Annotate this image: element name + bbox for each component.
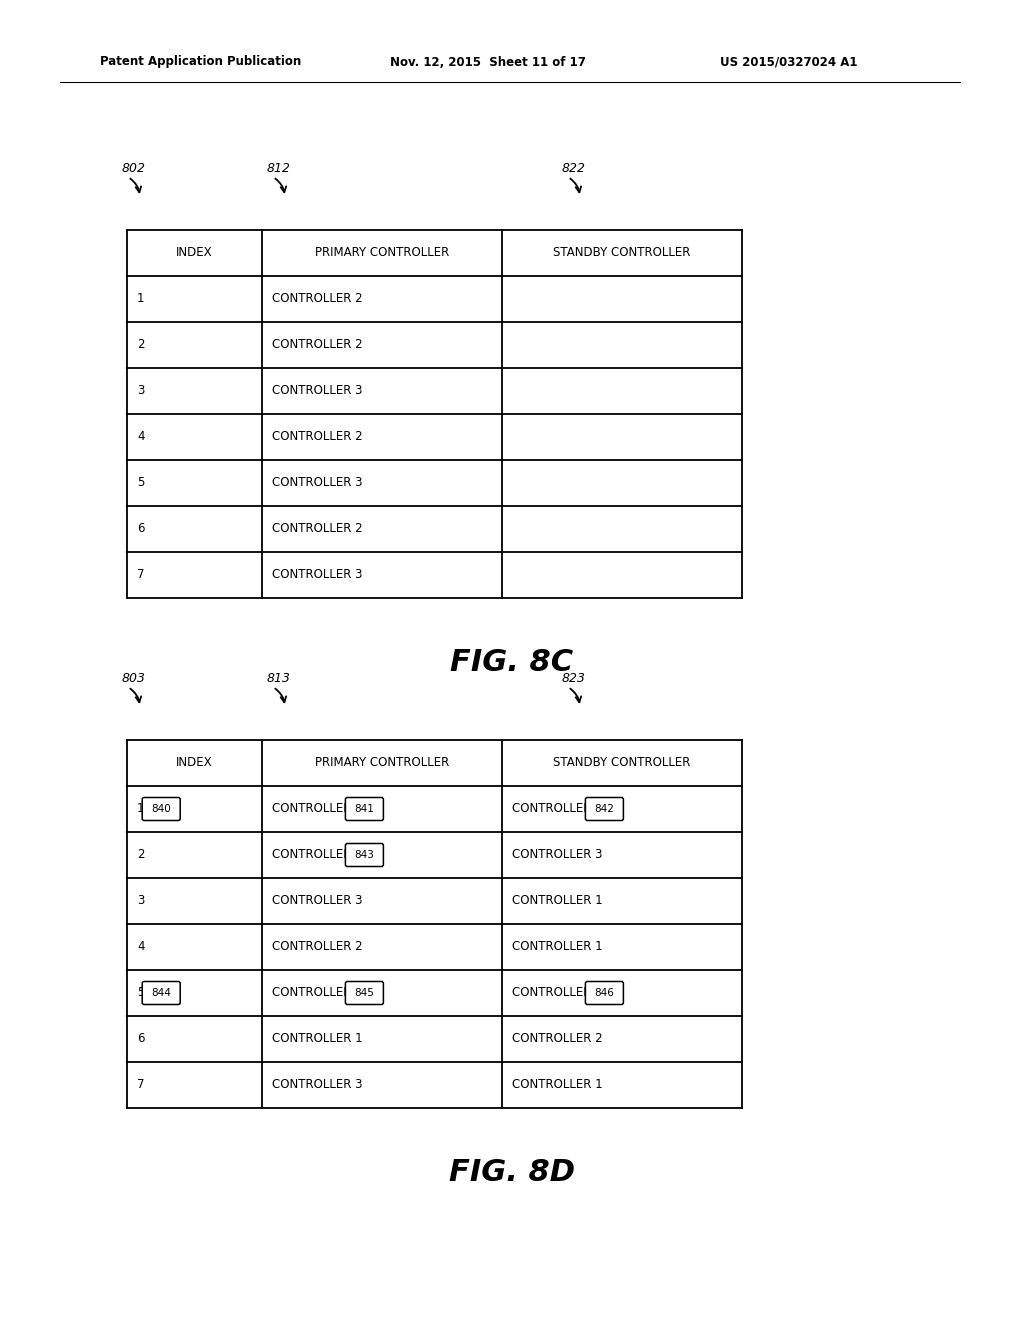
Text: 822: 822 xyxy=(562,162,586,176)
Text: 803: 803 xyxy=(122,672,146,685)
Text: 6: 6 xyxy=(137,1032,144,1045)
Text: INDEX: INDEX xyxy=(176,756,213,770)
Text: CONTROLLER 3: CONTROLLER 3 xyxy=(272,477,362,490)
Text: 844: 844 xyxy=(152,987,171,998)
Text: 843: 843 xyxy=(354,850,375,861)
Text: CONTROLLER 2: CONTROLLER 2 xyxy=(272,523,362,536)
Text: 7: 7 xyxy=(137,1078,144,1092)
Text: STANDBY CONTROLLER: STANDBY CONTROLLER xyxy=(553,756,690,770)
Text: 1: 1 xyxy=(137,803,144,816)
Text: 7: 7 xyxy=(137,569,144,582)
Text: 812: 812 xyxy=(267,162,291,176)
Text: PRIMARY CONTROLLER: PRIMARY CONTROLLER xyxy=(314,247,450,260)
Text: 4: 4 xyxy=(137,430,144,444)
Text: Patent Application Publication: Patent Application Publication xyxy=(100,55,301,69)
Text: 3: 3 xyxy=(137,384,144,397)
Text: STANDBY CONTROLLER: STANDBY CONTROLLER xyxy=(553,247,690,260)
Text: 802: 802 xyxy=(122,162,146,176)
Text: 2: 2 xyxy=(137,849,144,862)
Text: CONTROLLER 3: CONTROLLER 3 xyxy=(272,895,362,908)
FancyBboxPatch shape xyxy=(345,843,383,866)
Text: 4: 4 xyxy=(137,940,144,953)
Text: CONTROLLER 1: CONTROLLER 1 xyxy=(512,895,603,908)
Text: 842: 842 xyxy=(595,804,614,814)
Text: CONTROLLER 1: CONTROLLER 1 xyxy=(272,803,362,816)
Text: CONTROLLER 2: CONTROLLER 2 xyxy=(272,940,362,953)
Text: INDEX: INDEX xyxy=(176,247,213,260)
Text: CONTROLLER 2: CONTROLLER 2 xyxy=(272,849,362,862)
Text: 3: 3 xyxy=(137,895,144,908)
Text: US 2015/0327024 A1: US 2015/0327024 A1 xyxy=(720,55,857,69)
FancyBboxPatch shape xyxy=(586,797,624,821)
Text: 823: 823 xyxy=(562,672,586,685)
Text: 1: 1 xyxy=(137,293,144,305)
Text: CONTROLLER 1: CONTROLLER 1 xyxy=(272,986,362,999)
Text: CONTROLLER 2: CONTROLLER 2 xyxy=(272,293,362,305)
Text: CONTROLLER 3: CONTROLLER 3 xyxy=(512,986,602,999)
Text: 840: 840 xyxy=(152,804,171,814)
FancyBboxPatch shape xyxy=(142,797,180,821)
FancyBboxPatch shape xyxy=(142,982,180,1005)
FancyBboxPatch shape xyxy=(345,797,383,821)
FancyBboxPatch shape xyxy=(345,982,383,1005)
Text: CONTROLLER 2: CONTROLLER 2 xyxy=(512,1032,603,1045)
Text: 841: 841 xyxy=(354,804,375,814)
Text: CONTROLLER 2: CONTROLLER 2 xyxy=(272,338,362,351)
Text: 846: 846 xyxy=(595,987,614,998)
Text: 5: 5 xyxy=(137,986,144,999)
Text: CONTROLLER 2: CONTROLLER 2 xyxy=(512,803,603,816)
Text: FIG. 8C: FIG. 8C xyxy=(451,648,573,677)
Text: CONTROLLER 3: CONTROLLER 3 xyxy=(272,384,362,397)
Text: CONTROLLER 1: CONTROLLER 1 xyxy=(272,1032,362,1045)
Text: CONTROLLER 2: CONTROLLER 2 xyxy=(272,430,362,444)
Text: CONTROLLER 3: CONTROLLER 3 xyxy=(272,1078,362,1092)
Text: 813: 813 xyxy=(267,672,291,685)
Text: 845: 845 xyxy=(354,987,375,998)
Text: 5: 5 xyxy=(137,477,144,490)
Text: CONTROLLER 3: CONTROLLER 3 xyxy=(272,569,362,582)
Text: 6: 6 xyxy=(137,523,144,536)
Text: CONTROLLER 3: CONTROLLER 3 xyxy=(512,849,602,862)
Text: Nov. 12, 2015  Sheet 11 of 17: Nov. 12, 2015 Sheet 11 of 17 xyxy=(390,55,586,69)
FancyBboxPatch shape xyxy=(586,982,624,1005)
Text: CONTROLLER 1: CONTROLLER 1 xyxy=(512,1078,603,1092)
Text: FIG. 8D: FIG. 8D xyxy=(449,1158,575,1187)
Text: 2: 2 xyxy=(137,338,144,351)
Text: CONTROLLER 1: CONTROLLER 1 xyxy=(512,940,603,953)
Text: PRIMARY CONTROLLER: PRIMARY CONTROLLER xyxy=(314,756,450,770)
